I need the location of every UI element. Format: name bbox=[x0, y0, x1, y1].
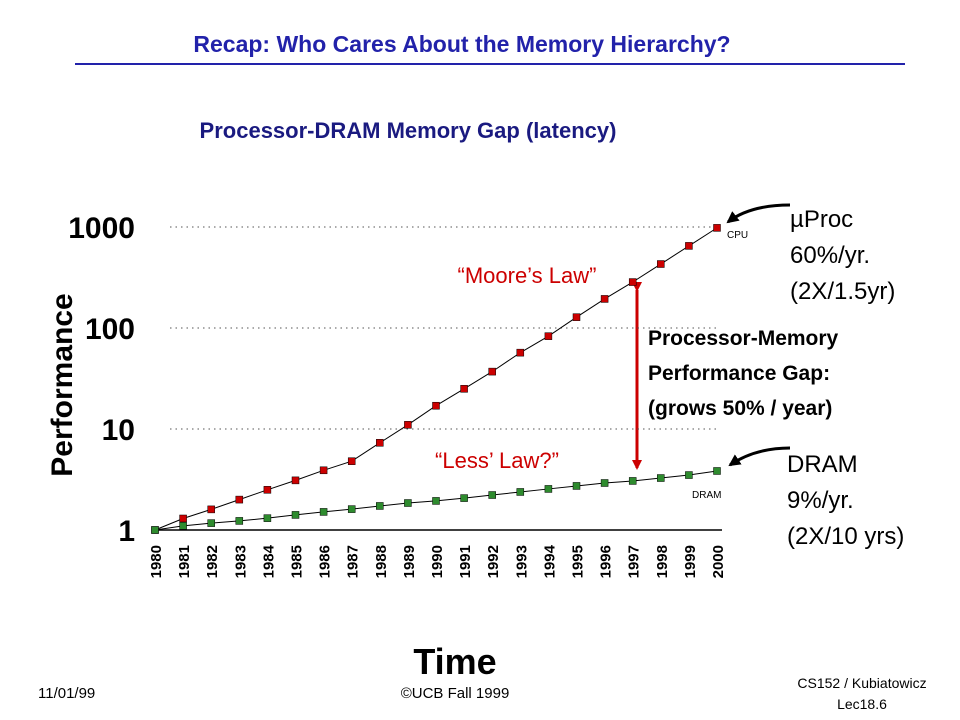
data-point bbox=[179, 514, 187, 523]
y-tick-label: 1000 bbox=[68, 212, 135, 245]
x-tick-label: 1988 bbox=[373, 545, 390, 578]
annotation: Performance Gap: bbox=[648, 362, 830, 385]
data-point bbox=[263, 486, 272, 494]
data-point bbox=[657, 260, 665, 268]
data-point bbox=[544, 332, 553, 340]
data-point bbox=[179, 522, 187, 530]
series-label: DRAM bbox=[692, 490, 721, 501]
data-point bbox=[319, 508, 328, 516]
slide-title: Recap: Who Cares About the Memory Hierar… bbox=[193, 31, 730, 57]
annotation: (2X/1.5yr) bbox=[790, 278, 895, 305]
x-tick-label: 1980 bbox=[148, 545, 165, 578]
data-point bbox=[516, 348, 525, 357]
x-tick-label: 1983 bbox=[232, 545, 249, 578]
data-point bbox=[488, 367, 496, 376]
annotation: (grows 50% / year) bbox=[648, 397, 832, 420]
data-point bbox=[516, 488, 525, 496]
data-point bbox=[657, 474, 665, 482]
annotation: “Moore’s Law” bbox=[458, 263, 597, 288]
pointer-arrow bbox=[728, 446, 791, 467]
data-point bbox=[600, 479, 609, 487]
data-point bbox=[432, 497, 440, 505]
data-point bbox=[628, 477, 637, 485]
data-point bbox=[347, 505, 356, 513]
data-point bbox=[207, 505, 215, 514]
footer-course: CS152 / Kubiatowicz bbox=[797, 675, 926, 691]
x-tick-label: 1993 bbox=[513, 545, 530, 578]
annotation: Processor-Memory bbox=[648, 327, 839, 350]
footer-date: 11/01/99 bbox=[38, 685, 95, 702]
series-label: CPU bbox=[727, 230, 748, 241]
x-tick-label: 1990 bbox=[429, 545, 446, 578]
data-point bbox=[235, 517, 244, 525]
y-axis-label: Performance bbox=[46, 293, 79, 476]
data-point bbox=[235, 495, 244, 504]
footer-copyright: ©UCB Fall 1999 bbox=[401, 685, 510, 702]
data-point bbox=[151, 526, 159, 534]
x-tick-label: 1994 bbox=[541, 544, 558, 578]
data-point bbox=[685, 471, 693, 479]
y-tick-label: 100 bbox=[85, 313, 135, 346]
x-tick-label: 1984 bbox=[260, 544, 277, 578]
data-point bbox=[572, 482, 581, 490]
data-point bbox=[488, 491, 496, 499]
data-point bbox=[713, 224, 721, 232]
data-point bbox=[376, 439, 384, 447]
data-point bbox=[291, 476, 300, 485]
x-tick-label: 1981 bbox=[176, 545, 193, 578]
data-point bbox=[376, 502, 384, 510]
annotation: “Less’ Law?” bbox=[435, 448, 559, 473]
annotation: µProc bbox=[790, 206, 853, 233]
x-axis-label: Time bbox=[413, 641, 496, 682]
x-tick-label: 1986 bbox=[317, 545, 334, 578]
x-tick-label: 1996 bbox=[598, 545, 615, 578]
data-point bbox=[347, 457, 356, 465]
data-point bbox=[207, 519, 215, 527]
annotation: 9%/yr. bbox=[787, 487, 854, 514]
data-point bbox=[432, 401, 440, 410]
data-point bbox=[460, 494, 468, 502]
x-tick-label: 1991 bbox=[457, 545, 474, 578]
data-point bbox=[713, 467, 721, 475]
x-tick-label: 1987 bbox=[345, 545, 362, 578]
data-point bbox=[685, 242, 693, 250]
x-tick-label: 1998 bbox=[654, 545, 671, 578]
x-tick-label: 1992 bbox=[485, 545, 502, 578]
annotation: (2X/10 yrs) bbox=[787, 523, 904, 550]
annotation: 60%/yr. bbox=[790, 242, 870, 269]
footer-lecture: Lec18.6 bbox=[837, 696, 887, 712]
data-point bbox=[572, 313, 581, 321]
y-tick-label: 1 bbox=[118, 515, 135, 548]
data-point bbox=[628, 278, 637, 286]
data-point bbox=[263, 514, 272, 522]
x-tick-label: 1995 bbox=[570, 545, 587, 578]
data-point bbox=[404, 421, 412, 429]
data-point bbox=[544, 485, 553, 493]
y-tick-label: 10 bbox=[102, 414, 135, 447]
chart-title: Processor-DRAM Memory Gap (latency) bbox=[200, 118, 617, 143]
data-point bbox=[460, 385, 468, 393]
x-tick-label: 1982 bbox=[204, 545, 221, 578]
pointer-arrow bbox=[726, 203, 791, 224]
data-point bbox=[404, 499, 412, 507]
data-point bbox=[291, 511, 300, 519]
x-tick-label: 2000 bbox=[710, 545, 727, 578]
x-tick-label: 1997 bbox=[626, 545, 643, 578]
x-tick-label: 1985 bbox=[289, 545, 306, 578]
x-tick-label: 1999 bbox=[682, 545, 699, 578]
data-point bbox=[600, 295, 609, 303]
x-tick-label: 1989 bbox=[401, 545, 418, 578]
data-point bbox=[319, 466, 328, 475]
annotation: DRAM bbox=[787, 451, 858, 478]
